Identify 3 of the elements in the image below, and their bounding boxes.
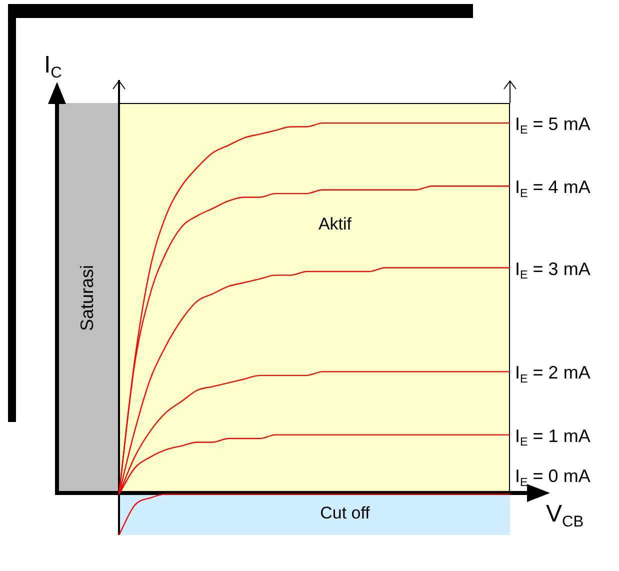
annotation: Aktif <box>318 214 352 234</box>
annotation: Cut off <box>320 504 370 523</box>
text: Saturasi <box>76 264 97 332</box>
